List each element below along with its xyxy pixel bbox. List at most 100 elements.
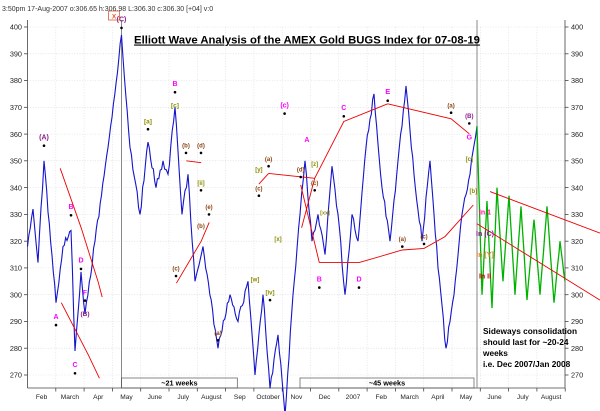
svg-text:390: 390: [571, 50, 583, 59]
svg-text:(c): (c): [172, 267, 179, 273]
svg-text:In 1: In 1: [479, 209, 491, 216]
svg-text:[y]: [y]: [255, 168, 262, 174]
svg-text:[c]: [c]: [466, 157, 473, 163]
svg-text:390: 390: [10, 50, 22, 59]
svg-text:370: 370: [571, 103, 583, 112]
svg-text:330: 330: [10, 210, 22, 219]
svg-text:(a): (a): [265, 157, 272, 163]
svg-text:In II: In II: [479, 274, 491, 281]
svg-text:~45 weeks: ~45 weeks: [369, 379, 405, 388]
svg-text:B: B: [68, 204, 73, 211]
svg-text:July: July: [517, 394, 529, 401]
svg-text:A: A: [304, 137, 309, 144]
svg-text:B: B: [317, 276, 322, 283]
svg-text:Nov: Nov: [291, 394, 303, 401]
svg-text:Elliott Wave Analysis of the A: Elliott Wave Analysis of the AMEX Gold B…: [134, 35, 480, 47]
svg-text:E: E: [385, 87, 390, 96]
svg-text:(e): (e): [205, 205, 212, 211]
svg-text:Feb: Feb: [36, 394, 48, 401]
svg-text:July: July: [177, 394, 189, 401]
svg-text:2007: 2007: [346, 394, 361, 401]
svg-text:(c): (c): [420, 235, 427, 241]
svg-text:(d): (d): [297, 168, 305, 174]
svg-text:Dec: Dec: [319, 394, 331, 401]
svg-text:i.e. Dec 2007/Jan 2008: i.e. Dec 2007/Jan 2008: [483, 359, 571, 369]
svg-text:D: D: [356, 276, 361, 283]
svg-text:(a): (a): [447, 103, 454, 109]
svg-text:April: April: [431, 394, 445, 401]
svg-text:[c]: [c]: [171, 102, 179, 109]
svg-text:340: 340: [571, 183, 583, 192]
svg-text:330: 330: [571, 210, 583, 219]
svg-text:August: August: [201, 394, 222, 401]
svg-text:should last for ~20-24: should last for ~20-24: [483, 337, 569, 347]
svg-text:340: 340: [10, 183, 22, 192]
svg-text:400: 400: [10, 23, 22, 32]
svg-text:360: 360: [571, 130, 583, 139]
svg-text:(c): (c): [311, 181, 318, 187]
svg-text:C: C: [341, 105, 346, 112]
svg-text:(b): (b): [197, 224, 205, 230]
svg-text:270: 270: [10, 371, 22, 380]
svg-text:310: 310: [571, 264, 583, 273]
svg-text:400: 400: [571, 23, 583, 32]
svg-text:380: 380: [571, 76, 583, 85]
svg-text:[x]: [x]: [274, 237, 281, 243]
svg-text:(B): (B): [465, 114, 473, 120]
svg-text:August: August: [541, 394, 562, 401]
svg-text:300: 300: [10, 290, 22, 299]
svg-text:300: 300: [571, 290, 583, 299]
svg-text:In [Y]: In [Y]: [476, 252, 494, 259]
svg-text:June: June: [148, 394, 163, 401]
svg-text:Sep: Sep: [234, 394, 246, 401]
svg-text:(b): (b): [182, 144, 190, 150]
svg-text:October: October: [256, 394, 280, 401]
svg-text:B: B: [172, 81, 177, 88]
svg-text:320: 320: [10, 237, 22, 246]
svg-text:[iv]: [iv]: [266, 291, 275, 297]
svg-text:weeks: weeks: [482, 348, 508, 358]
svg-text:[z]: [z]: [311, 162, 318, 168]
svg-text:C: C: [72, 362, 77, 369]
svg-text:X: X: [112, 13, 117, 20]
svg-text:380: 380: [10, 76, 22, 85]
svg-text:360: 360: [10, 130, 22, 139]
svg-text:280: 280: [10, 344, 22, 353]
svg-text:[w]: [w]: [251, 277, 260, 283]
svg-text:Sideways consolidation: Sideways consolidation: [483, 326, 577, 336]
svg-text:May: May: [120, 394, 133, 401]
svg-text:290: 290: [571, 317, 583, 326]
svg-text:March: March: [61, 394, 80, 401]
svg-text:(a): (a): [214, 331, 221, 337]
svg-text:~21 weeks: ~21 weeks: [161, 379, 197, 388]
svg-text:310: 310: [10, 264, 22, 273]
svg-text:350: 350: [571, 157, 583, 166]
svg-text:May: May: [460, 394, 473, 401]
svg-text:(a): (a): [399, 237, 406, 243]
svg-text:320: 320: [571, 237, 583, 246]
svg-text:Feb: Feb: [376, 394, 388, 401]
svg-text:[a]: [a]: [144, 118, 152, 125]
svg-text:Apr: Apr: [93, 394, 104, 401]
svg-text:(c): (c): [280, 102, 289, 109]
svg-text:A: A: [53, 314, 58, 321]
svg-text:[ii]: [ii]: [197, 181, 204, 187]
svg-text:F: F: [83, 290, 87, 297]
svg-text:[b]: [b]: [469, 189, 477, 195]
svg-text:280: 280: [571, 344, 583, 353]
svg-text:In (C): In (C): [476, 231, 494, 238]
svg-text:D: D: [78, 258, 83, 265]
svg-text:290: 290: [10, 317, 22, 326]
svg-text:March: March: [400, 394, 419, 401]
svg-text:(B): (B): [80, 311, 89, 318]
svg-text:350: 350: [10, 157, 22, 166]
svg-text:270: 270: [571, 371, 583, 380]
svg-text:June: June: [487, 394, 502, 401]
svg-text:(d): (d): [197, 144, 205, 150]
svg-text:(c): (c): [255, 186, 262, 192]
svg-text:(A): (A): [39, 134, 49, 141]
svg-text:G: G: [467, 134, 473, 141]
svg-text:3:50pm 17-Aug-2007 o:306.65 h: 3:50pm 17-Aug-2007 o:306.65 h:306.98 L:3…: [2, 6, 213, 13]
svg-text:[xx]: [xx]: [320, 210, 330, 216]
svg-text:370: 370: [10, 103, 22, 112]
